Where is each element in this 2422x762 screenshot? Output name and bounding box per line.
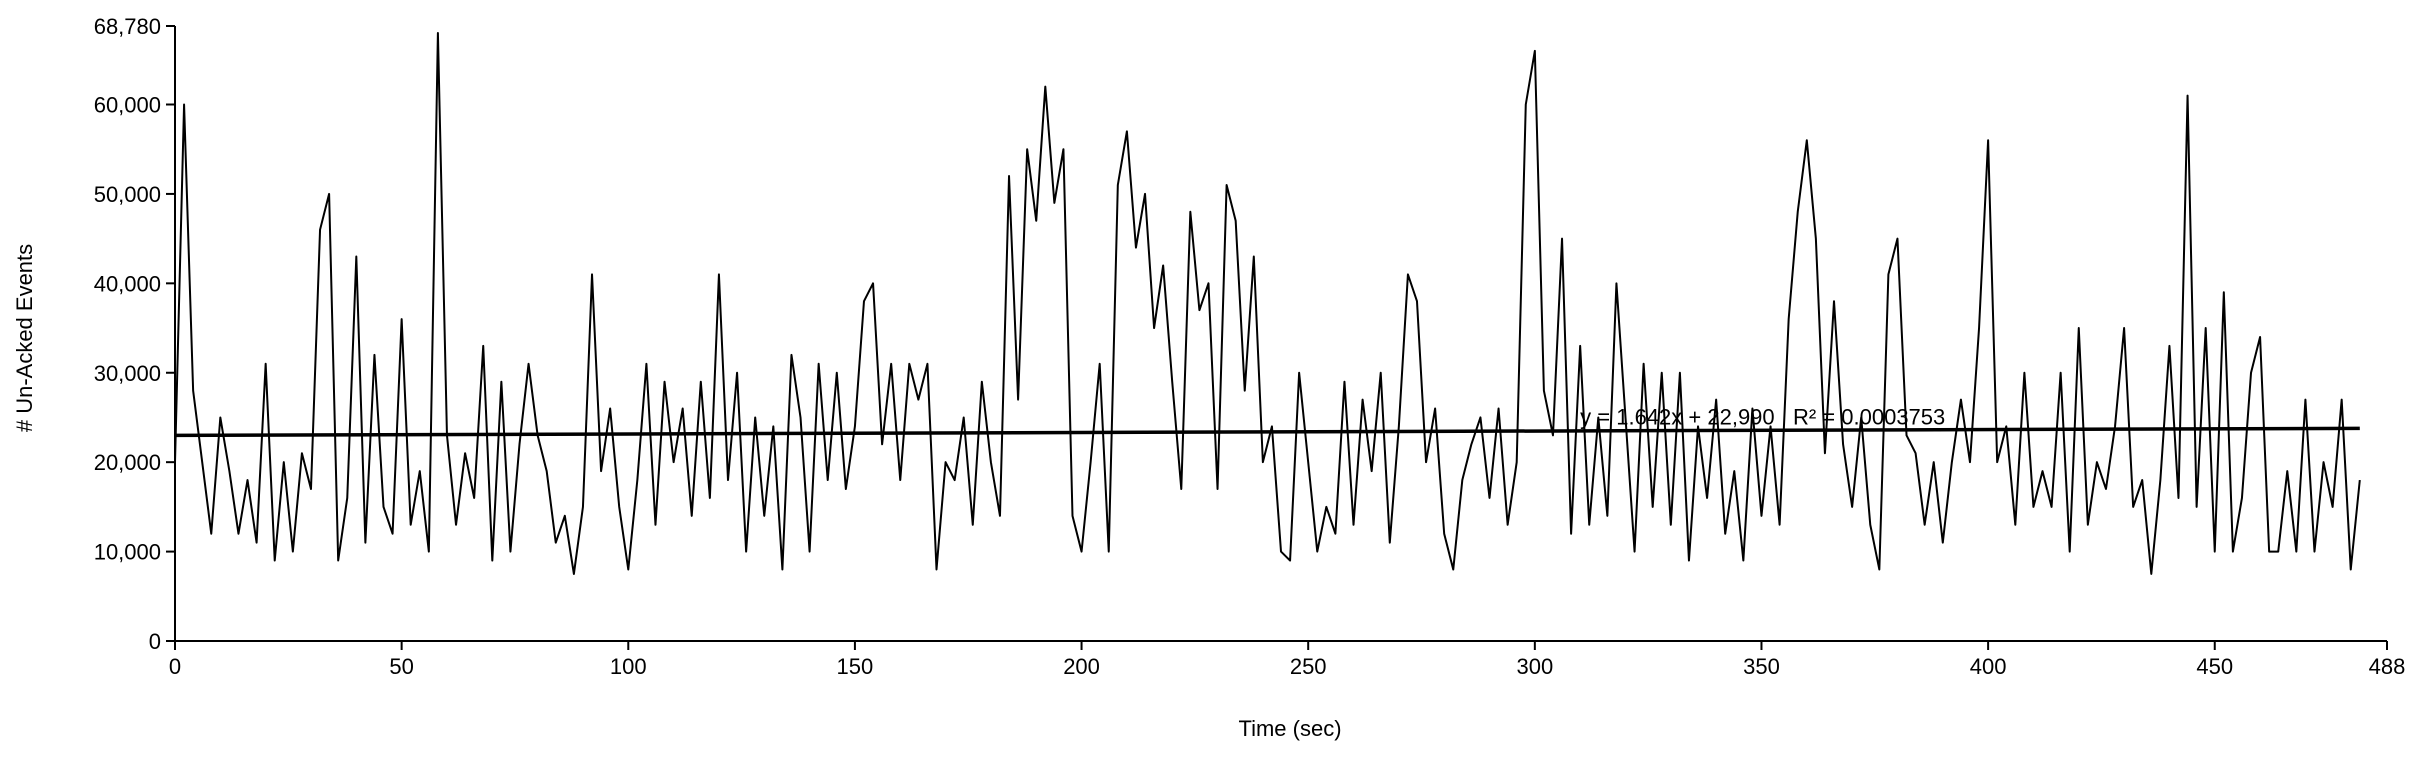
y-tick-label: 30,000 xyxy=(94,361,161,386)
x-tick-label: 50 xyxy=(389,654,413,679)
y-tick-label: 40,000 xyxy=(94,271,161,296)
x-tick-label: 250 xyxy=(1290,654,1327,679)
x-tick-label: 300 xyxy=(1516,654,1553,679)
trend-line xyxy=(174,426,2360,438)
x-tick-label: 200 xyxy=(1063,654,1100,679)
x-tick-label: 100 xyxy=(610,654,647,679)
x-tick-label: 150 xyxy=(837,654,874,679)
data-line xyxy=(174,31,2361,575)
y-tick-label: 50,000 xyxy=(94,182,161,207)
x-tick-label: 0 xyxy=(169,654,181,679)
x-tick-label: 488 xyxy=(2369,654,2406,679)
x-axis-label: Time (sec) xyxy=(1238,716,1341,741)
x-tick-label: 350 xyxy=(1743,654,1780,679)
x-tick-label: 400 xyxy=(1970,654,2007,679)
y-tick-label: 0 xyxy=(149,629,161,654)
trend-annotation: y = 1.642x + 22,990 R² = 0.0003753 xyxy=(1580,405,1945,430)
y-tick-label: 68,780 xyxy=(94,14,161,39)
y-tick-label: 20,000 xyxy=(94,450,161,475)
y-axis-label: # Un-Acked Events xyxy=(12,244,37,432)
x-tick-label: 450 xyxy=(2196,654,2233,679)
y-tick-label: 10,000 xyxy=(94,540,161,565)
y-tick-label: 60,000 xyxy=(94,93,161,118)
